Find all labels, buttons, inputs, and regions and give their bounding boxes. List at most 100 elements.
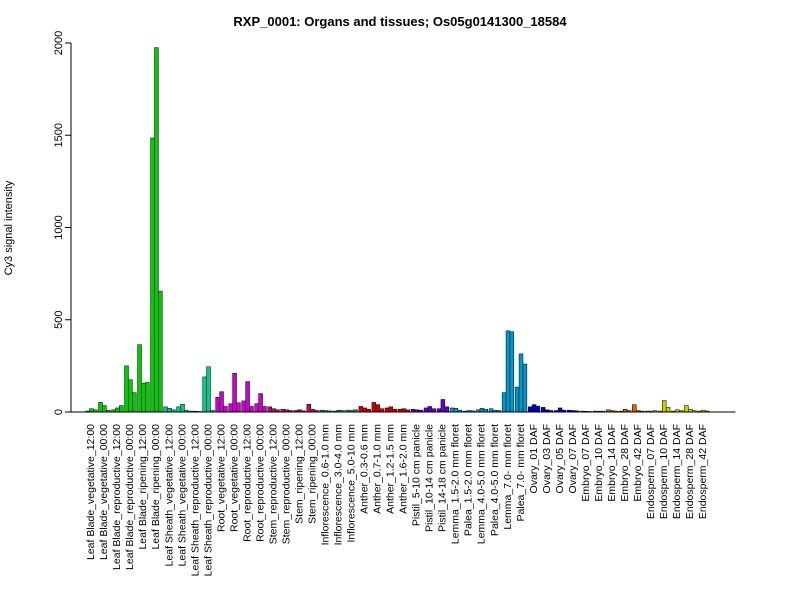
bar <box>202 376 207 413</box>
x-tick-label: Lemma_1.5-2.0 mm floret <box>450 424 462 544</box>
bars <box>71 47 736 413</box>
x-tick-label: Inflorescence_0.6-1.0 mm <box>319 424 331 546</box>
bar <box>449 407 455 413</box>
bar <box>258 393 263 413</box>
bar <box>362 407 367 413</box>
x-tick-label: Leaf Sheath_reproductive_00:00 <box>202 424 214 577</box>
bar <box>440 399 446 413</box>
x-tick-label: Lemma_4.0-5.0 mm floret <box>476 424 488 544</box>
x-tick-label: Inflorescence_5.0-10 mm <box>346 424 358 543</box>
x-tick-label: Ovary_03 DAF <box>541 424 553 493</box>
bar <box>444 406 449 413</box>
bar <box>388 406 394 413</box>
bar <box>423 407 429 413</box>
bar <box>124 365 129 413</box>
x-tick-label: Root_reproductive_00:00 <box>254 424 266 542</box>
y-tick-label: 2000 <box>53 31 65 55</box>
x-tick-label: Stem_ripening_00:00 <box>306 424 318 524</box>
x-tick-label: Leaf Sheath_vegetative_00:00 <box>176 424 188 567</box>
x-tick-label: Endosperm_14 DAF <box>671 424 683 519</box>
x-tick-label: Embryo_42 DAF <box>632 424 644 502</box>
x-tick-label: Endosperm_28 DAF <box>684 424 696 519</box>
x-tick-label: Root_reproductive_12:00 <box>241 424 253 542</box>
bar <box>375 404 380 413</box>
x-tick-label: Embryo_10 DAF <box>593 424 605 502</box>
x-tick-label: Anther_1.6-2.0 mm <box>398 424 410 514</box>
y-tick-label: 1000 <box>53 215 65 239</box>
bar <box>306 404 311 413</box>
bar <box>154 47 159 413</box>
bar <box>384 407 390 413</box>
bar <box>219 391 224 413</box>
x-tick-label: Pistil_10-14 cm panicle <box>424 424 436 532</box>
x-tick-label: Inflorescence_3.0-4.0 mm <box>333 424 345 546</box>
bar <box>665 407 671 413</box>
bar <box>115 407 120 413</box>
x-tick-label: Embryo_07 DAF <box>580 424 592 502</box>
bar <box>522 363 528 413</box>
bar <box>158 290 163 413</box>
bar <box>137 344 142 413</box>
bar <box>132 392 137 413</box>
x-axis: Leaf Blade_vegetative_12:00 Leaf Blade_ve… <box>85 424 709 577</box>
x-tick-label: Endosperm_07 DAF <box>645 424 657 519</box>
x-tick-label: Root_vegetative_12:00 <box>215 424 227 532</box>
bar <box>479 408 485 413</box>
bar <box>102 405 107 413</box>
x-tick-label: Leaf Sheath_vegetative_12:00 <box>163 424 175 567</box>
bar <box>535 405 541 413</box>
x-tick-label: Ovary_07 DAF <box>567 424 579 493</box>
x-tick-label: Leaf Blade_reproductive_12:00 <box>111 424 123 570</box>
x-tick-label: Stem_ripening_12:00 <box>293 424 305 524</box>
bar <box>557 407 563 413</box>
bar <box>684 405 689 413</box>
bar <box>505 330 511 413</box>
bar <box>245 381 250 413</box>
bar <box>267 406 272 413</box>
bar <box>241 400 246 413</box>
bar <box>215 396 220 413</box>
x-tick-label: Endosperm_10 DAF <box>658 424 670 519</box>
x-tick-label: Leaf Blade_vegetative_00:00 <box>98 424 110 560</box>
x-tick-label: Anther_1.2-1.5 mm <box>385 424 397 514</box>
y-axis-label: Cy3 signal intensity <box>3 180 15 275</box>
x-tick-label: Pistil_14-18 cm panicle <box>437 424 449 532</box>
x-tick-label: Leaf Blade_reproductive_00:00 <box>124 424 136 570</box>
x-tick-label: Root_vegetative_00:00 <box>228 424 240 532</box>
x-tick-label: Leaf Blade_ripening_00:00 <box>150 424 162 550</box>
bar <box>167 408 172 413</box>
x-tick-label: Leaf Blade_vegetative_12:00 <box>85 424 97 560</box>
bar <box>514 386 520 413</box>
x-tick-label: Palea_4.0-5.0 mm floret <box>489 424 501 536</box>
y-tick-label: 500 <box>53 311 65 329</box>
bar <box>98 402 103 413</box>
x-tick-label: Ovary_05 DAF <box>554 424 566 493</box>
x-tick-label: Leaf Blade_ripening_12:00 <box>137 424 149 550</box>
bar <box>232 373 237 413</box>
x-tick-label: Anther_0.3-0.6 mm <box>359 424 371 514</box>
bar <box>163 406 168 413</box>
bar <box>509 331 515 413</box>
x-tick-label: Embryo_28 DAF <box>619 424 631 502</box>
x-tick-label: Leaf Sheath_reproductive_12:00 <box>189 424 201 577</box>
bar <box>632 404 637 413</box>
x-tick-label: Palea_7.0- mm floret <box>515 424 527 522</box>
x-tick-label: Lemma_7.0- mm floret <box>502 424 514 530</box>
bar <box>150 137 155 413</box>
bar <box>176 406 181 413</box>
bar <box>501 392 507 413</box>
x-tick-label: Ovary_01 DAF <box>528 424 540 493</box>
bar <box>236 402 241 413</box>
bar <box>371 402 377 413</box>
y-tick-label: 0 <box>53 409 65 415</box>
bar <box>427 406 433 413</box>
bar <box>228 403 233 413</box>
bar <box>141 383 146 413</box>
bar <box>223 406 228 413</box>
bar <box>358 406 364 413</box>
bar <box>527 406 533 413</box>
x-tick-label: Pistil_5-10 cm panicle <box>411 424 423 526</box>
y-tick-label: 1500 <box>53 123 65 147</box>
bar <box>254 403 259 413</box>
